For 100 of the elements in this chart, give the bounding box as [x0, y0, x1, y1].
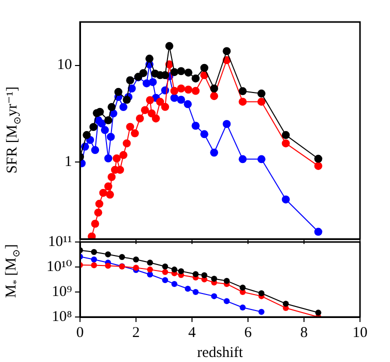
- point: [152, 114, 160, 122]
- point: [96, 108, 104, 116]
- point: [210, 84, 218, 93]
- x-axis-title: redshift: [197, 344, 244, 361]
- point: [184, 68, 192, 77]
- point: [104, 116, 112, 124]
- point: [95, 200, 104, 208]
- point: [200, 130, 208, 138]
- point: [114, 88, 122, 96]
- point: [105, 251, 111, 258]
- point: [165, 42, 174, 50]
- point: [170, 86, 178, 95]
- y-tick-label: 10: [57, 57, 72, 74]
- point: [119, 151, 128, 160]
- point: [140, 106, 149, 114]
- point: [119, 103, 128, 112]
- point: [105, 262, 111, 269]
- point: [112, 154, 121, 162]
- point: [119, 254, 125, 260]
- point: [108, 172, 116, 181]
- point: [258, 308, 264, 315]
- point: [258, 290, 264, 296]
- point: [224, 298, 230, 304]
- point: [133, 256, 139, 262]
- y-tick-label: 10¹¹: [48, 234, 72, 250]
- point: [148, 78, 157, 86]
- point: [82, 131, 91, 140]
- point: [162, 277, 168, 284]
- point: [122, 96, 131, 104]
- point: [201, 272, 208, 278]
- point: [184, 100, 192, 108]
- point: [282, 131, 290, 140]
- point: [224, 278, 230, 284]
- point: [240, 304, 246, 310]
- point: [177, 67, 186, 76]
- y-tick-label: 10¹⁰: [46, 258, 72, 275]
- y-tick-label: 10⁸: [52, 308, 72, 325]
- point: [147, 266, 153, 273]
- point: [126, 76, 134, 84]
- point: [170, 68, 178, 76]
- point: [238, 98, 247, 106]
- point: [106, 132, 115, 141]
- point: [177, 84, 186, 93]
- point: [91, 262, 97, 268]
- point: [222, 120, 231, 128]
- point: [314, 228, 322, 236]
- point: [211, 293, 218, 300]
- point: [126, 122, 134, 131]
- point: [210, 148, 218, 157]
- point: [156, 98, 164, 106]
- point: [147, 260, 153, 266]
- point: [282, 139, 290, 148]
- point: [192, 271, 199, 278]
- point: [257, 90, 266, 98]
- point: [315, 310, 322, 316]
- x-tick-label: 6: [244, 324, 252, 341]
- point: [222, 47, 231, 56]
- point: [122, 139, 131, 148]
- point: [91, 146, 100, 154]
- point: [91, 220, 100, 228]
- x-tick-label: 10: [352, 324, 368, 341]
- point: [139, 69, 148, 78]
- point: [314, 162, 322, 170]
- point: [184, 286, 191, 292]
- point: [116, 166, 124, 174]
- point: [162, 263, 168, 270]
- y-tick-label: 10⁹: [52, 284, 72, 300]
- point: [282, 195, 290, 204]
- point: [240, 284, 246, 291]
- point: [88, 232, 96, 239]
- point: [136, 114, 144, 122]
- point: [94, 208, 102, 217]
- x-tick-label: 4: [188, 324, 196, 341]
- point: [171, 266, 178, 273]
- point: [257, 155, 266, 164]
- point: [192, 122, 200, 130]
- point: [238, 155, 247, 164]
- point: [104, 154, 112, 162]
- point: [192, 74, 200, 82]
- point: [192, 86, 200, 95]
- x-tick-label: 8: [300, 324, 308, 341]
- point: [146, 96, 154, 104]
- point: [161, 102, 170, 111]
- point: [91, 248, 97, 255]
- point: [147, 272, 153, 278]
- point: [200, 64, 208, 72]
- point: [238, 87, 247, 96]
- point: [171, 280, 178, 287]
- point: [130, 129, 139, 138]
- point: [210, 92, 218, 100]
- point: [98, 120, 106, 128]
- point: [184, 86, 192, 94]
- point: [257, 98, 266, 106]
- point: [314, 154, 322, 163]
- point: [104, 182, 112, 190]
- point: [145, 54, 154, 63]
- point: [162, 269, 168, 276]
- point: [100, 126, 109, 134]
- point: [99, 188, 108, 197]
- point: [282, 300, 289, 307]
